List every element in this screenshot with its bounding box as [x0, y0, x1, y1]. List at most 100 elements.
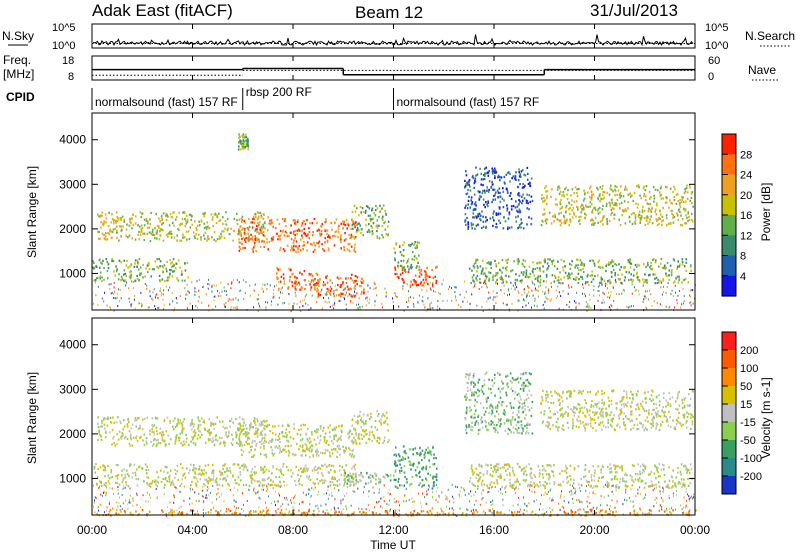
range-gate-cell [100, 434, 102, 437]
range-gate-cell [239, 135, 241, 138]
range-gate-cell [331, 491, 333, 494]
range-gate-cell [306, 475, 308, 478]
range-gate-cell [369, 298, 371, 301]
range-gate-cell [688, 495, 690, 498]
range-gate-cell [313, 467, 316, 470]
range-gate-cell [387, 225, 389, 228]
range-gate-cell [496, 189, 499, 192]
range-gate-cell [405, 261, 408, 264]
range-gate-cell [654, 188, 657, 191]
range-gate-cell [302, 500, 304, 503]
range-gate-cell [652, 489, 654, 492]
range-gate-cell [493, 194, 495, 198]
range-gate-cell [513, 260, 515, 263]
range-gate-cell [627, 207, 629, 210]
range-gate-cell [121, 278, 123, 281]
range-gate-cell [679, 199, 681, 202]
range-gate-cell [592, 193, 595, 196]
range-gate-cell [324, 479, 327, 482]
range-gate-cell [515, 171, 517, 174]
range-gate-cell [249, 445, 252, 448]
range-gate-cell [477, 487, 479, 490]
range-gate-cell [408, 244, 410, 247]
range-gate-cell [278, 296, 280, 299]
range-gate-cell [235, 434, 238, 437]
range-gate-cell [525, 271, 528, 275]
range-gate-cell [120, 275, 123, 278]
range-gate-cell [442, 300, 444, 302]
range-gate-cell [360, 280, 362, 283]
range-gate-cell [514, 206, 517, 209]
range-gate-cell [287, 449, 290, 452]
range-gate-cell [580, 261, 583, 264]
range-gate-cell [587, 205, 589, 209]
range-gate-cell [666, 186, 668, 189]
range-gate-cell [321, 307, 323, 310]
cpid-label: CPID [6, 90, 35, 104]
range-gate-cell [322, 429, 324, 432]
range-gate-cell [648, 274, 650, 277]
range-gate-cell [135, 437, 137, 440]
range-gate-cell [203, 222, 206, 225]
range-gate-cell [517, 260, 520, 263]
range-gate-cell [222, 425, 225, 428]
range-gate-cell [270, 446, 272, 449]
range-gate-cell [417, 261, 419, 264]
range-gate-cell [360, 417, 363, 420]
range-gate-cell [244, 246, 246, 249]
range-gate-cell [643, 217, 646, 220]
range-gate-cell [163, 440, 166, 443]
range-gate-cell [265, 306, 267, 309]
range-gate-cell [527, 286, 529, 289]
range-gate-cell [449, 285, 451, 288]
range-gate-cell [532, 261, 534, 264]
range-gate-cell [611, 484, 613, 487]
range-gate-cell [162, 212, 165, 215]
range-gate-cell [329, 484, 332, 487]
range-gate-cell [441, 283, 443, 286]
range-gate-cell [541, 494, 542, 497]
range-gate-cell [218, 294, 220, 297]
range-gate-cell [207, 235, 209, 238]
range-gate-cell [601, 208, 604, 211]
range-gate-cell [196, 437, 199, 440]
range-gate-cell [642, 300, 644, 303]
range-gate-cell [119, 300, 120, 303]
range-gate-cell [359, 442, 361, 445]
range-gate-cell [571, 286, 573, 289]
range-gate-cell [104, 436, 107, 439]
range-gate-cell [248, 437, 251, 440]
range-gate-cell [488, 261, 490, 264]
range-gate-cell [265, 501, 267, 504]
range-gate-cell [259, 481, 262, 484]
range-gate-cell [254, 423, 257, 426]
range-gate-cell [608, 261, 610, 264]
range-gate-cell [111, 487, 113, 490]
range-gate-cell [599, 284, 600, 287]
range-gate-cell [600, 504, 602, 507]
range-gate-cell [478, 288, 480, 290]
range-gate-cell [142, 276, 144, 279]
range-gate-cell [521, 293, 523, 296]
range-gate-cell [287, 469, 289, 472]
range-gate-cell [514, 281, 517, 284]
range-gate-cell [185, 230, 188, 233]
range-gate-cell [489, 296, 491, 299]
range-gate-cell [275, 490, 277, 493]
range-gate-cell [118, 225, 121, 228]
range-gate-cell [293, 454, 296, 457]
range-gate-cell [218, 496, 220, 499]
range-gate-cell [545, 273, 548, 277]
range-gate-cell [146, 476, 148, 479]
range-gate-cell [151, 233, 153, 236]
range-gate-cell [650, 210, 653, 213]
range-gate-cell [469, 500, 470, 503]
range-gate-cell [685, 490, 687, 493]
range-gate-cell [351, 223, 354, 226]
range-gate-cell [191, 419, 193, 422]
range-gate-cell [255, 444, 257, 447]
range-gate-cell [339, 453, 341, 456]
range-gate-cell [396, 513, 397, 515]
range-gate-cell [121, 432, 124, 435]
